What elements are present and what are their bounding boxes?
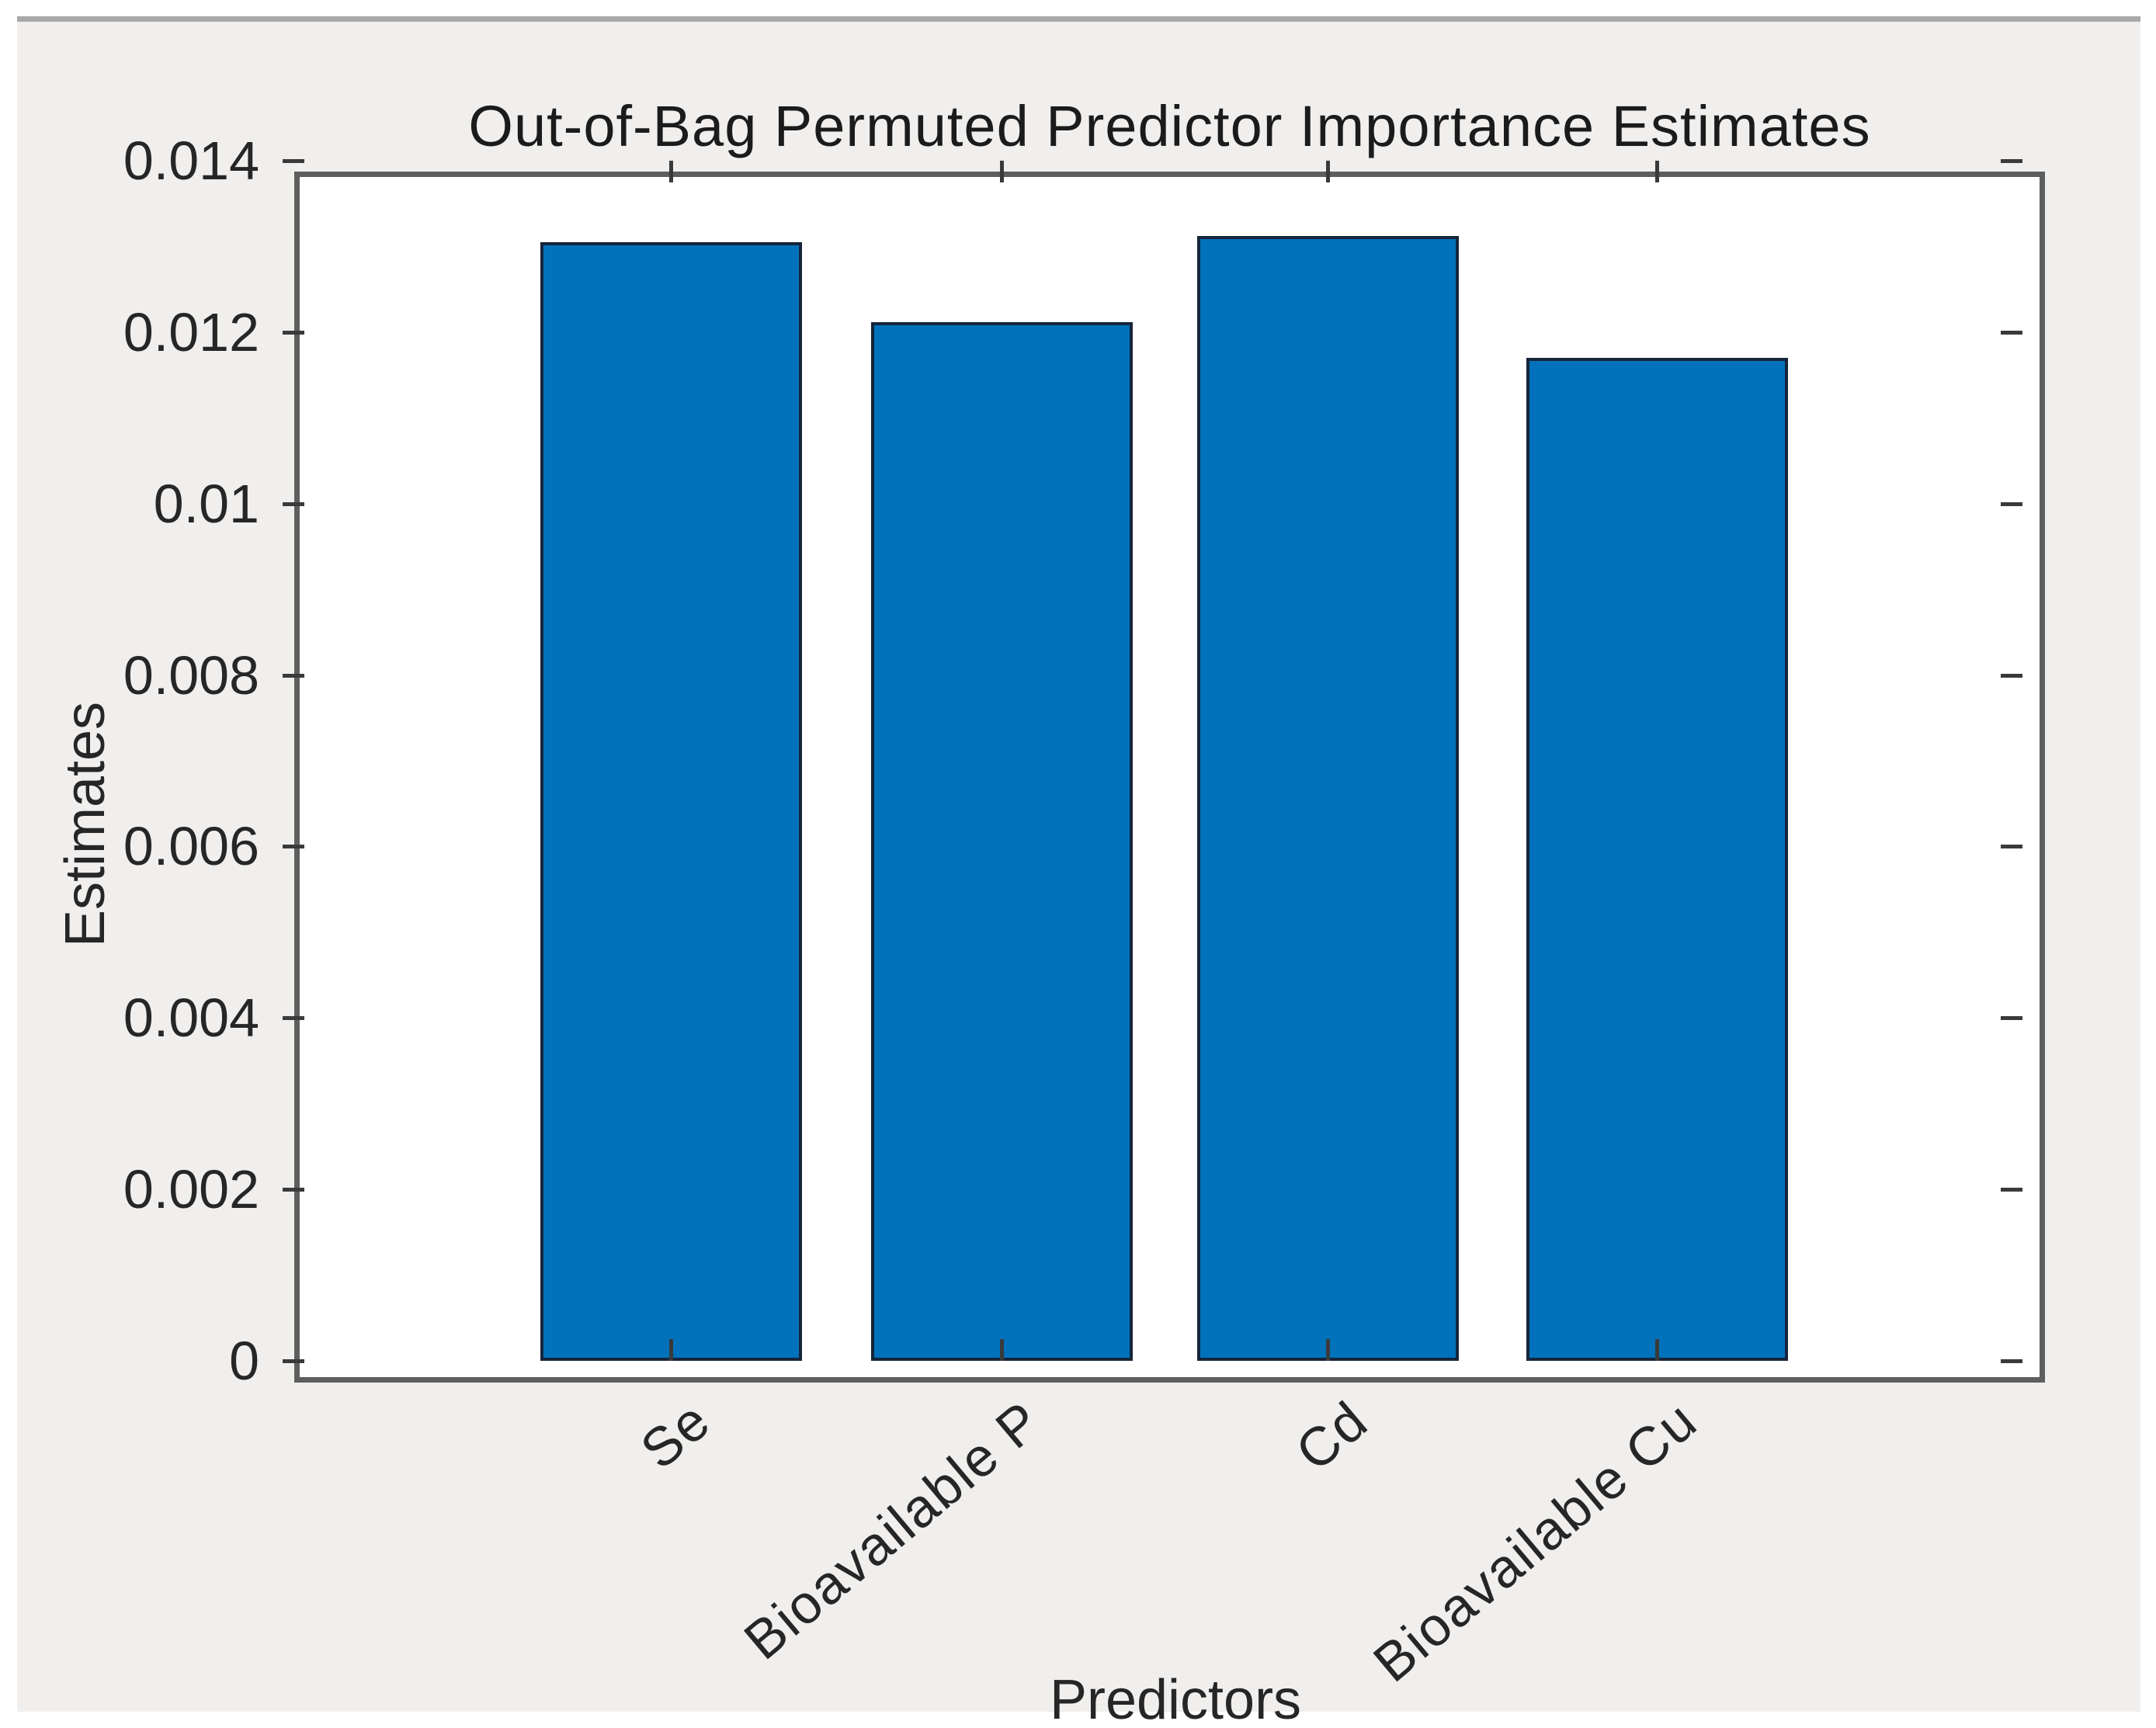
x-tick-bottom — [1325, 1339, 1330, 1361]
y-tick-right — [2001, 1358, 2022, 1363]
x-tick-top — [999, 161, 1004, 182]
figure-background-panel: Out-of-Bag Permuted Predictor Importance… — [17, 16, 2140, 1728]
y-tick-left — [283, 158, 304, 163]
x-axis-label: Predictors — [1049, 1669, 1302, 1728]
y-tick-left — [283, 1187, 304, 1192]
y-tick-label: 0 — [229, 1331, 259, 1391]
chart-title: Out-of-Bag Permuted Predictor Importance… — [468, 94, 1871, 158]
y-tick-label: 0.008 — [123, 645, 259, 706]
y-tick-left — [283, 330, 304, 335]
y-tick-label: 0.01 — [153, 474, 259, 534]
x-tick-label: Bioavailable P — [733, 1389, 1053, 1671]
x-tick-label: Se — [629, 1389, 722, 1481]
y-tick-left — [283, 844, 304, 848]
y-tick-right — [2001, 330, 2022, 335]
y-tick-right — [2001, 1187, 2022, 1192]
y-tick-left — [283, 673, 304, 678]
y-tick-right — [2001, 1015, 2022, 1020]
y-tick-label: 0.002 — [123, 1159, 259, 1220]
x-tick-bottom — [668, 1339, 673, 1361]
x-tick-top — [1654, 161, 1659, 182]
y-tick-label: 0.004 — [123, 987, 259, 1048]
y-tick-label: 0.012 — [123, 302, 259, 363]
y-tick-label: 0.014 — [123, 130, 259, 191]
y-tick-left — [283, 1358, 304, 1363]
x-tick-top — [1325, 161, 1330, 182]
bar-se — [540, 242, 802, 1361]
y-tick-right — [2001, 501, 2022, 506]
y-tick-left — [283, 501, 304, 506]
y-tick-label: 0.006 — [123, 816, 259, 876]
bar-cd — [1196, 236, 1459, 1361]
y-tick-right — [2001, 158, 2022, 163]
bar-bioavailable-p — [870, 322, 1133, 1361]
x-tick-bottom — [1654, 1339, 1659, 1361]
y-tick-left — [283, 1015, 304, 1020]
y-tick-right — [2001, 673, 2022, 678]
x-tick-bottom — [999, 1339, 1004, 1361]
y-tick-right — [2001, 844, 2022, 848]
bar-bioavailable-cu — [1526, 358, 1788, 1361]
x-tick-label: Cd — [1284, 1389, 1379, 1483]
x-tick-top — [668, 161, 673, 182]
x-tick-label: Bioavailable Cu — [1362, 1389, 1708, 1694]
